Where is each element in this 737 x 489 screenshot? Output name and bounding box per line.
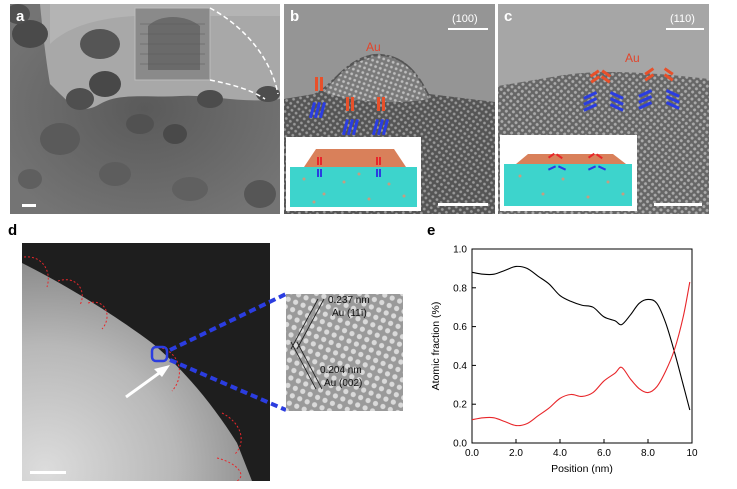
d1-spacing: 0.237 nm	[328, 295, 370, 306]
panel-a-scalebar	[22, 204, 36, 207]
y-tick-label: 0.6	[453, 322, 467, 333]
panel-c-au-label: Au	[625, 51, 640, 65]
x-tick-label: 6.0	[597, 448, 611, 459]
d2-plane: Au (002)	[324, 378, 363, 389]
panel-c-image	[498, 4, 709, 214]
series-line-red	[471, 281, 691, 427]
y-tick-label: 0.4	[453, 361, 467, 372]
panel-b-facet-bar	[448, 28, 488, 30]
panel-a-label: a	[16, 8, 25, 25]
y-tick-label: 1.0	[453, 245, 467, 256]
panel-d-scalebar	[30, 471, 66, 474]
y-tick-label: 0.2	[453, 400, 467, 411]
series-line-black	[471, 265, 691, 411]
panel-b-image	[284, 4, 495, 214]
d1-plane: Au (11ī)	[332, 308, 367, 319]
panel-c: c (110) Au	[498, 4, 709, 214]
panel-d-hrtem-image	[286, 294, 403, 411]
x-tick-label: 0.0	[465, 448, 479, 459]
x-axis-label: Position (nm)	[551, 463, 613, 475]
d2-spacing: 0.204 nm	[320, 365, 362, 376]
panel-c-scalebar	[654, 203, 702, 206]
panel-c-label: c	[504, 8, 513, 25]
x-tick-label: 4.0	[553, 448, 567, 459]
x-tick-label: 10	[686, 448, 698, 459]
panel-b-label: b	[290, 8, 300, 25]
panel-a-image	[10, 4, 280, 214]
panel-d-label: d	[8, 222, 18, 239]
panel-c-facet: (110)	[670, 13, 695, 25]
y-axis-label: Atomic fraction (%)	[430, 302, 442, 391]
y-tick-label: 0.8	[453, 283, 467, 294]
x-tick-label: 8.0	[641, 448, 655, 459]
chart-frame	[471, 248, 693, 444]
panel-b-au-label: Au	[366, 40, 381, 54]
panel-c-facet-bar	[666, 28, 704, 30]
panel-b-facet: (100)	[452, 13, 478, 25]
panel-d-hrtem-inset: 0.237 nm Au (11ī) 0.204 nm Au (002)	[286, 294, 403, 411]
x-tick-label: 2.0	[509, 448, 523, 459]
panel-a: a	[10, 4, 280, 214]
panel-b: b (100) Au	[284, 4, 495, 214]
panel-e-label: e	[427, 222, 436, 239]
panel-b-scalebar	[438, 203, 488, 206]
panel-d-image	[22, 243, 270, 481]
y-tick-label: 0.0	[453, 439, 467, 450]
